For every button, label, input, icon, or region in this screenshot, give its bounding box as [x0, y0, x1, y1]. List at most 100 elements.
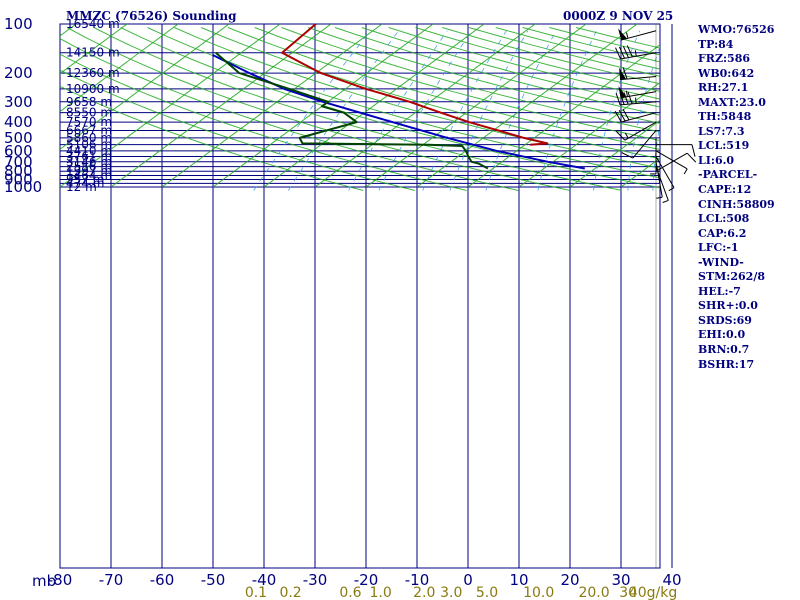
wind-barb-staff [655, 150, 688, 170]
wind-barb-half-flag [635, 97, 637, 104]
temperature-tick-label: -50 [201, 571, 226, 589]
mixing-ratio-lines [253, 30, 660, 191]
wind-barb [656, 144, 696, 157]
wind-barb [655, 156, 675, 192]
height-label: 5860 m [66, 131, 112, 145]
dry-adiabat [361, 27, 660, 108]
wind-barb-half-flag [625, 32, 629, 39]
skewed-isotherm [110, 24, 332, 188]
wind-barb-staff [655, 166, 669, 201]
wind-barb-half-flag [662, 199, 669, 203]
mixing-ratio-line [288, 30, 399, 191]
wind-barb-staff [620, 76, 657, 81]
height-label: 957 m [66, 173, 104, 187]
height-label: 10900 m [66, 82, 120, 96]
wind-barb-half-flag [634, 50, 637, 57]
dry-adiabat [254, 27, 660, 142]
wind-barb-half-flag [683, 168, 688, 175]
wind-barb [655, 150, 688, 175]
wind-barb-flag [618, 46, 625, 59]
dry-adiabat [334, 27, 660, 116]
temperature-tick-label: -30 [303, 571, 328, 589]
wind-barb-staff [620, 101, 657, 106]
stat-item: WB0:642 [698, 66, 755, 80]
pressure-tick-label: 200 [4, 64, 33, 82]
wind-barb-staff [624, 121, 657, 141]
skewed-isotherm [60, 24, 230, 150]
skewed-isotherm [569, 119, 660, 188]
temperature-tick-label: -70 [99, 571, 124, 589]
wind-barb-flag [686, 152, 697, 163]
chart-title: MMZC (76526) Sounding [66, 9, 237, 23]
pressure-tick-label: 600 [4, 142, 33, 160]
pressure-tick-label: 100 [4, 15, 33, 33]
wind-barb-flag [622, 108, 630, 121]
wind-barb [615, 45, 657, 60]
height-label: 12360 m [66, 66, 120, 80]
wind-barb-staff [655, 152, 688, 172]
skewed-isotherm [263, 24, 485, 188]
mixing-ratio-label: 40g/kg [629, 585, 677, 600]
stat-item: WMO:76526 [698, 23, 775, 36]
dry-adiabat [200, 27, 660, 160]
mixing-ratio-line [652, 121, 660, 191]
stat-item: FRZ:586 [698, 52, 751, 66]
wind-barb [618, 28, 657, 41]
wind-barb-staff [621, 30, 657, 41]
dry-adiabats [60, 27, 660, 191]
mixing-ratio-label: 0.1 [245, 585, 267, 600]
wind-barb-flag [622, 67, 628, 80]
wind-barb-staff [655, 161, 663, 198]
skewed-isotherm [774, 24, 800, 187]
skewed-isotherm [60, 24, 281, 188]
wind-barb-half-flag [656, 196, 663, 199]
dry-adiabat [388, 27, 660, 100]
height-label: 3761 m [66, 150, 112, 164]
wind-barb [619, 67, 657, 81]
skewed-isotherm [314, 24, 536, 188]
mixing-ratio-label: 3.0 [440, 585, 462, 600]
wind-barbs [614, 24, 697, 568]
temperature-tick-label: -20 [354, 571, 379, 589]
temperature-tick-label: 0 [463, 571, 473, 589]
wind-barb-half-flag [625, 90, 628, 97]
skewed-isotherms [60, 24, 800, 188]
x-axis-label: mb [32, 572, 56, 590]
dry-adiabat [281, 27, 660, 133]
temperature-tick-label: -60 [150, 571, 175, 589]
temperature-tick-label: 30 [611, 571, 630, 589]
height-label: 12 m [66, 180, 97, 194]
stat-item: EHI:0.0 [698, 328, 746, 342]
stat-item: CAP:6.2 [698, 226, 747, 240]
wind-barb-pennant [618, 28, 627, 41]
skewed-isotherm [416, 24, 638, 188]
mixing-ratio-line [378, 30, 472, 191]
stat-item: HEL:-7 [698, 284, 741, 298]
height-label: 6667 m [66, 123, 112, 137]
wind-barb [655, 152, 697, 172]
dry-adiabat [60, 53, 467, 191]
dry-adiabat [227, 27, 660, 150]
wind-barb [614, 108, 657, 123]
wind-barb-half-flag [668, 187, 675, 192]
mixing-ratio-label: 1.0 [370, 585, 392, 600]
mixing-ratio-label: 2.0 [413, 585, 435, 600]
stat-item: TP:84 [698, 37, 734, 51]
pressure-tick-label: 500 [4, 129, 33, 147]
mixing-ratio-label: 5.0 [476, 585, 498, 600]
wind-barb [655, 166, 669, 203]
temperature-trace [281, 24, 549, 146]
dry-adiabat [174, 27, 660, 169]
pressure-tick-label: 1000 [4, 178, 42, 196]
wind-barb [615, 92, 657, 106]
wind-barb-flag [621, 152, 634, 159]
height-label: 2556 m [66, 160, 112, 174]
temperature-tick-label: 20 [560, 571, 579, 589]
skewed-isotherm [161, 24, 383, 188]
height-label: 4410 m [66, 144, 112, 158]
dry-adiabat [60, 38, 519, 191]
wind-barb-staff [621, 112, 657, 123]
stat-item: CINH:58809 [698, 197, 775, 211]
